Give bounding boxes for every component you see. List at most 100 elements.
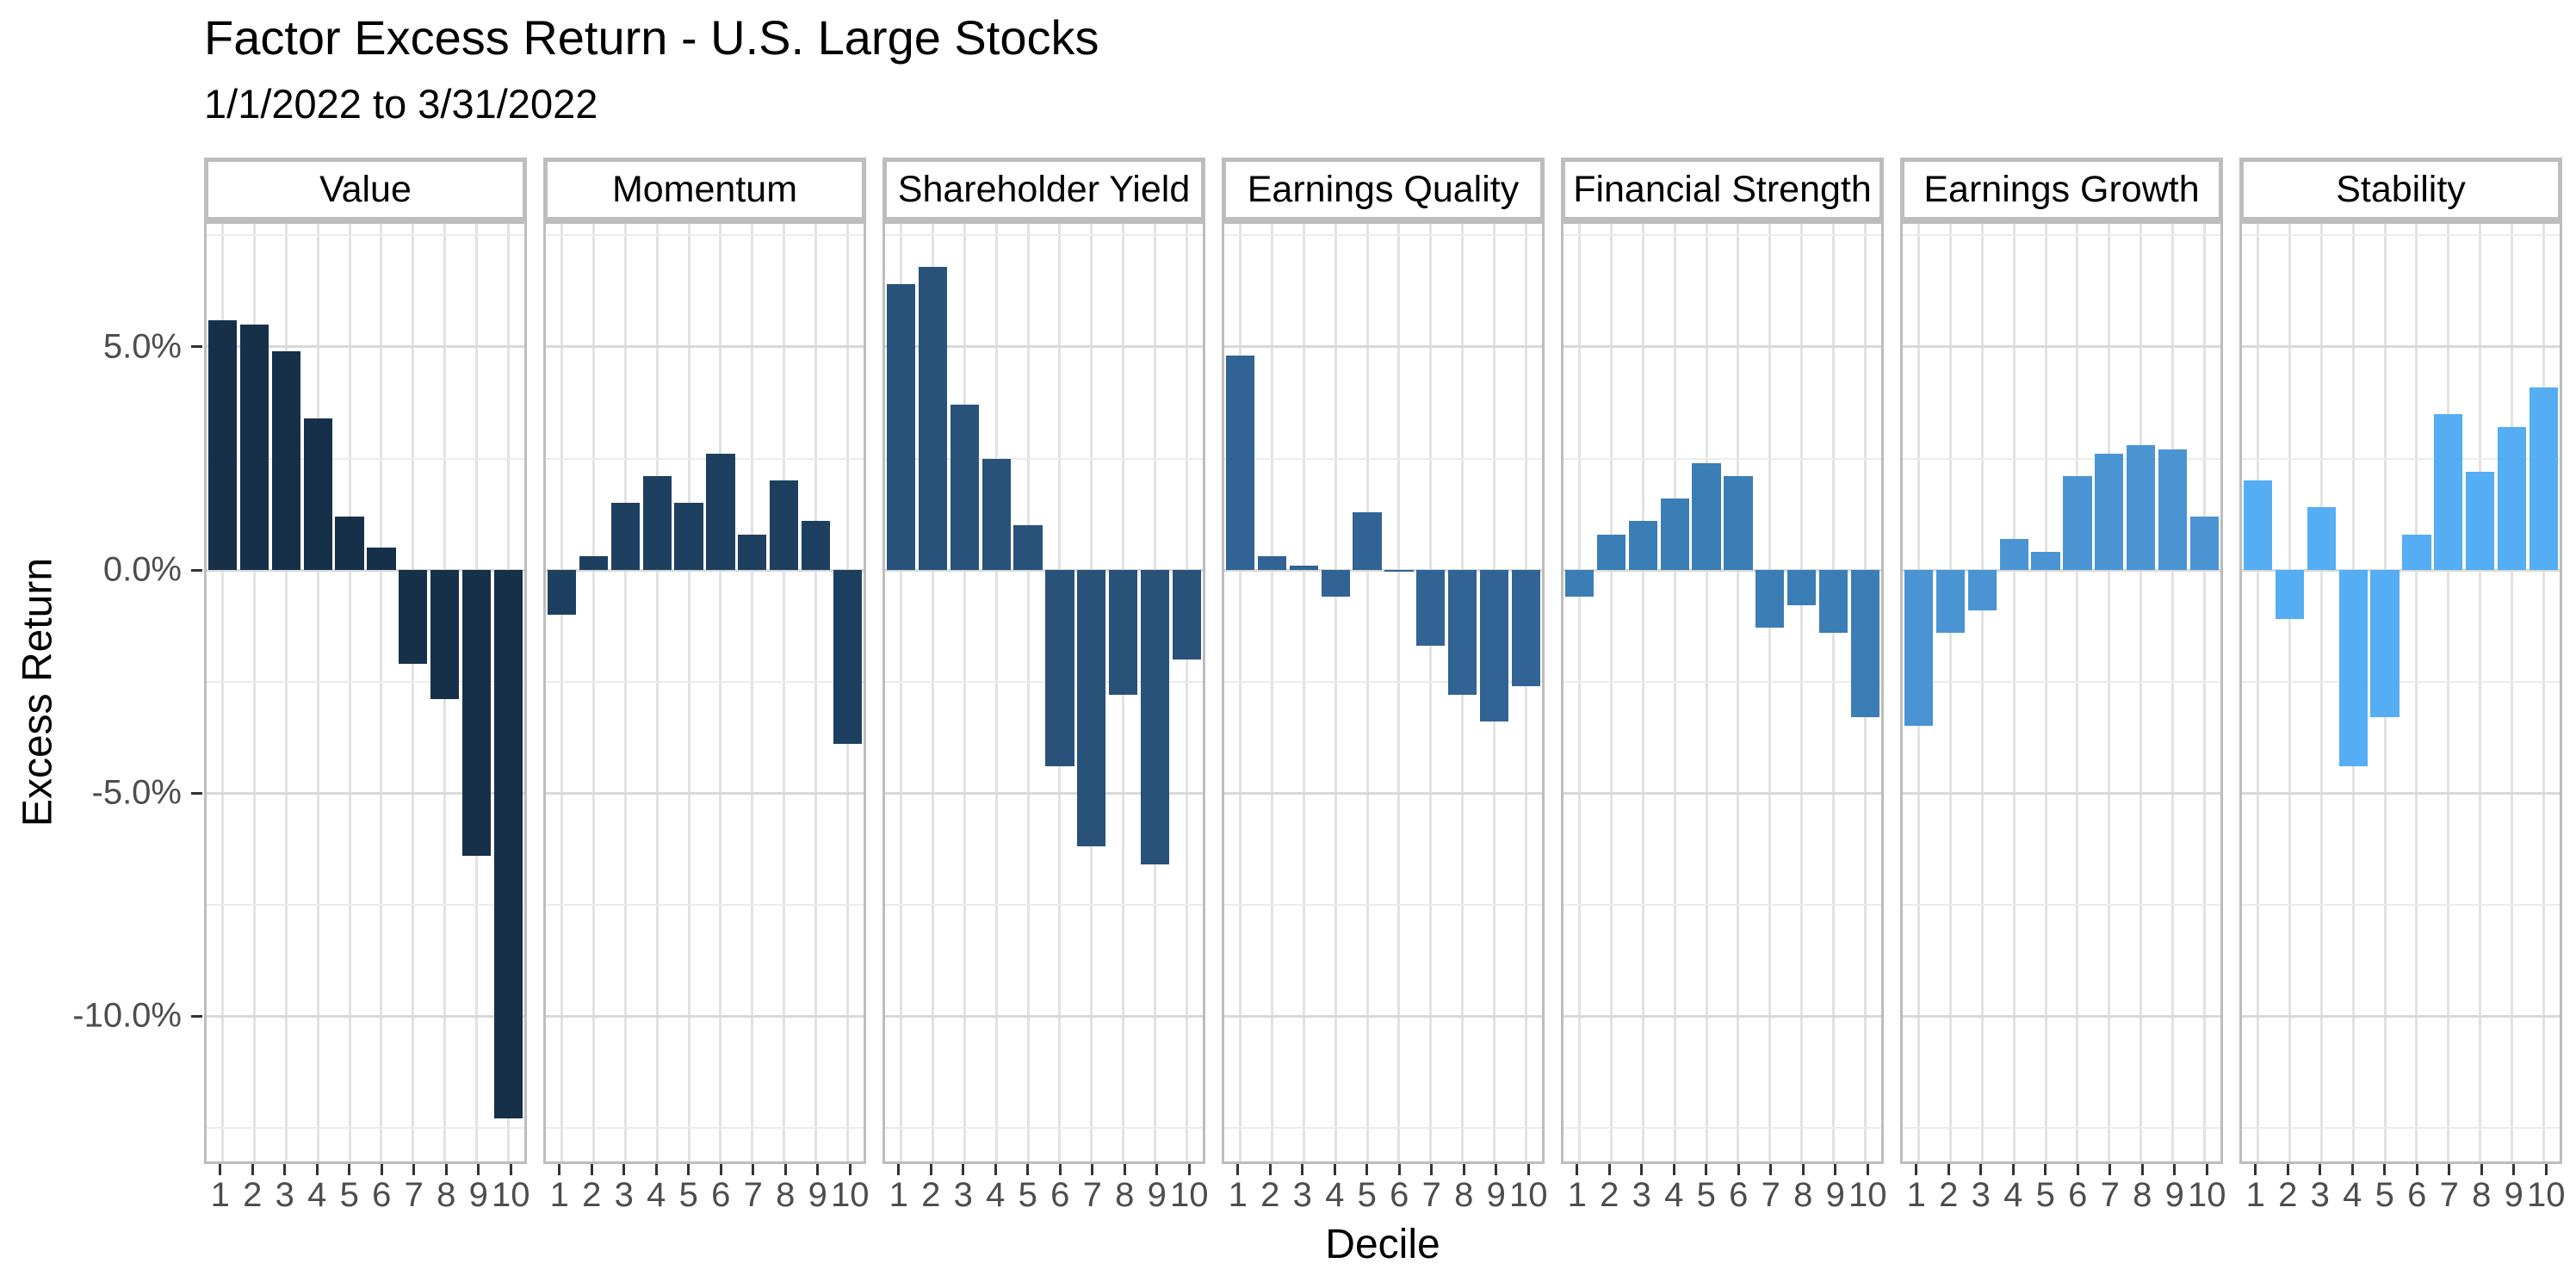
bar-decile-7 <box>1416 570 1446 647</box>
gridline-major <box>1903 568 2220 572</box>
gridline-minor <box>885 234 1203 237</box>
facet-strip-label: Stability <box>2336 168 2466 210</box>
gridline-minor <box>2242 680 2560 683</box>
x-tick-label: 1 <box>1567 1176 1587 1214</box>
gridline-minor <box>885 1126 1203 1129</box>
x-axis-labels: 1 2 3 4 5 6 7 8 9 10 <box>1222 1176 1548 1214</box>
gridline-major <box>1903 345 2220 349</box>
x-axis-ticks <box>543 1164 866 1176</box>
gridline-minor <box>885 457 1203 460</box>
gridline-major <box>2242 791 2560 795</box>
x-tick-label: 2 <box>1260 1176 1280 1214</box>
x-tick-mark <box>1091 1164 1094 1175</box>
gridline-minor <box>207 1126 524 1129</box>
x-tick-label: 4 <box>647 1176 666 1214</box>
bar-decile-7 <box>738 534 767 571</box>
gridline-minor <box>2242 1126 2560 1129</box>
x-tick-label: 4 <box>986 1176 1006 1214</box>
y-axis: 5.0% 0.0% -5.0% -10.0% <box>0 224 204 1161</box>
gridline-major <box>546 345 864 349</box>
x-tick-label: 3 <box>1632 1176 1651 1214</box>
x-tick-mark <box>783 1164 787 1175</box>
gridline-major <box>885 791 1203 795</box>
bar-decile-3 <box>271 351 300 570</box>
bar-decile-6 <box>706 454 735 571</box>
facet-panel <box>1222 221 1545 1164</box>
x-tick-mark <box>558 1164 561 1175</box>
bar-decile-9 <box>1819 570 1848 633</box>
gridline-major <box>1564 345 1881 349</box>
gridline-major <box>885 1014 1203 1018</box>
x-tick-label: 2 <box>1939 1176 1959 1214</box>
x-tick-mark <box>1526 1164 1530 1175</box>
x-tick-label: 10 <box>831 1176 870 1214</box>
y-tick-label: -5.0% <box>91 773 183 812</box>
x-tick-label: 3 <box>2310 1176 2330 1214</box>
x-tick-label: 3 <box>1971 1176 1991 1214</box>
gridline-major <box>1564 1014 1881 1018</box>
bar-decile-2 <box>239 325 269 571</box>
gridline-vertical <box>2288 224 2291 1161</box>
gridline-major <box>207 1014 524 1018</box>
x-tick-label: 6 <box>1050 1176 1070 1214</box>
x-tick-mark <box>2140 1164 2144 1175</box>
gridline-vertical <box>963 224 966 1161</box>
gridline-vertical <box>560 224 563 1161</box>
gridline-minor <box>1903 234 2220 237</box>
bar-decile-9 <box>462 570 492 856</box>
gridline-vertical <box>1768 224 1772 1161</box>
x-tick-label: 8 <box>2472 1176 2492 1214</box>
x-axis-ticks <box>1561 1164 1884 1176</box>
x-tick-mark <box>1187 1164 1191 1175</box>
bar-decile-10 <box>2189 516 2220 570</box>
bar-decile-9 <box>802 521 831 571</box>
gridline-vertical <box>252 224 256 1161</box>
bar-decile-8 <box>2127 444 2156 570</box>
x-tick-mark <box>2544 1164 2548 1175</box>
gridline-vertical <box>655 224 659 1161</box>
gridline-vertical <box>2447 224 2450 1161</box>
gridline-vertical <box>1429 224 1433 1161</box>
facet-strip: Stability <box>2239 158 2562 221</box>
gridline-minor <box>546 680 864 683</box>
x-tick-mark <box>1430 1164 1434 1175</box>
bar-decile-2 <box>579 556 608 571</box>
bar-decile-1 <box>1564 570 1595 598</box>
bar-decile-2 <box>1935 570 1965 633</box>
x-tick-mark <box>1834 1164 1837 1175</box>
gridline-vertical <box>1270 224 1273 1161</box>
facet-strip: Momentum <box>543 158 866 221</box>
x-tick-mark <box>2319 1164 2322 1175</box>
gridline-major <box>1564 568 1881 572</box>
x-tick-label: 4 <box>307 1176 327 1214</box>
bar-decile-9 <box>2498 427 2527 571</box>
x-tick-mark <box>2286 1164 2289 1175</box>
x-tick-mark <box>283 1164 287 1175</box>
facet-panel <box>2239 221 2562 1164</box>
gridline-vertical <box>1397 224 1401 1161</box>
gridline-major <box>1903 1014 2220 1018</box>
bar-decile-7 <box>2434 413 2463 570</box>
bar-decile-4 <box>303 418 332 571</box>
facet-strip-label: Earnings Quality <box>1247 168 1520 210</box>
x-tick-label: 9 <box>2164 1176 2184 1214</box>
facet-strip: Financial Strength <box>1561 158 1884 221</box>
bar-decile-5 <box>1353 511 1382 571</box>
x-tick-label: 1 <box>210 1176 230 1214</box>
gridline-minor <box>1224 234 1542 237</box>
x-tick-mark <box>477 1164 480 1175</box>
gridline-vertical <box>591 224 595 1161</box>
x-tick-mark <box>2108 1164 2112 1175</box>
x-tick-label: 6 <box>1390 1176 1409 1214</box>
gridline-minor <box>546 1126 864 1129</box>
x-tick-label: 9 <box>468 1176 488 1214</box>
x-tick-label: 2 <box>582 1176 602 1214</box>
gridline-vertical <box>1365 224 1369 1161</box>
facet-panel <box>1561 221 1884 1164</box>
x-axis-labels: 1 2 3 4 5 6 7 8 9 10 <box>882 1176 1209 1214</box>
x-tick-label: 3 <box>953 1176 973 1214</box>
bar-decile-3 <box>950 405 979 571</box>
x-axis-labels: 1 2 3 4 5 6 7 8 9 10 <box>1900 1176 2226 1214</box>
x-axis-labels: 1 2 3 4 5 6 7 8 9 10 <box>543 1176 870 1214</box>
x-tick-label: 4 <box>1664 1176 1684 1214</box>
